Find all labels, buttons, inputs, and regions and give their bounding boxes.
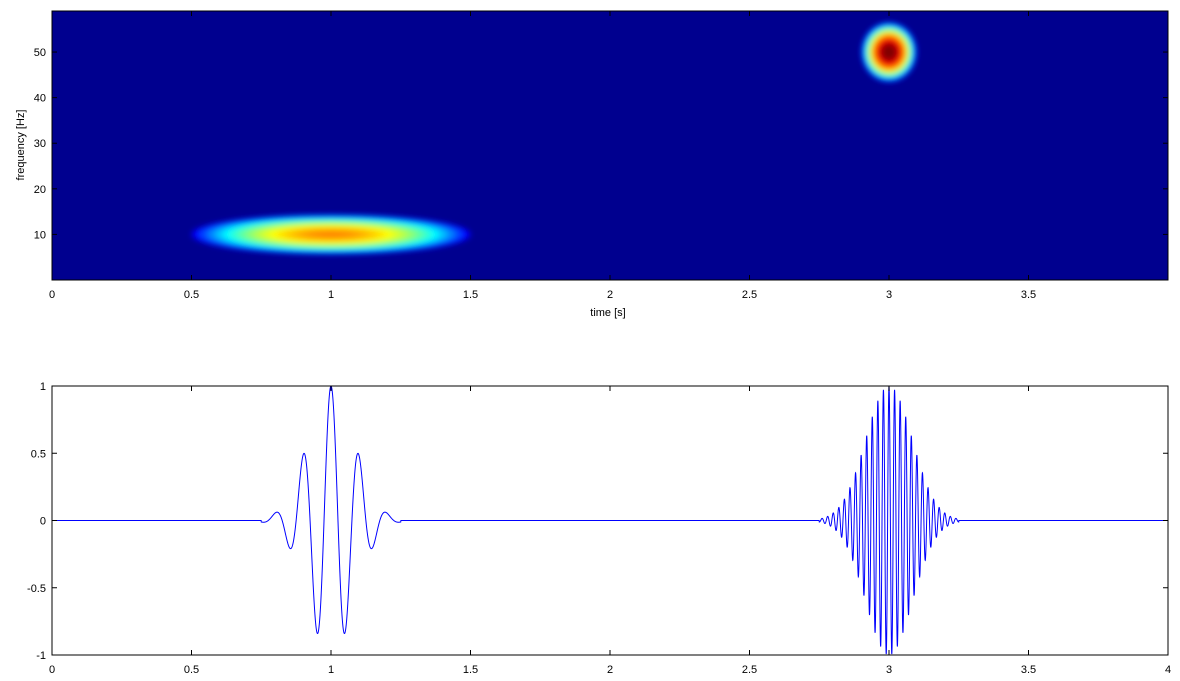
- waveform-y-tick-label: 1: [40, 381, 46, 393]
- waveform-x-tick-label: 3.5: [1021, 664, 1036, 676]
- spectrogram-y-tick-label: 10: [34, 229, 46, 241]
- spectrogram-y-ticks: 10 20 30 40 50: [34, 47, 1168, 241]
- spectrogram-x-tick-label: 3: [886, 289, 892, 301]
- spectrogram-blob-level: [323, 233, 339, 236]
- spectrogram-y-tick-label: 30: [34, 138, 46, 150]
- spectrogram-blob-level: [887, 50, 891, 54]
- spectrogram-x-tick-label: 2: [607, 289, 613, 301]
- waveform-x-tick-label: 4: [1165, 664, 1171, 676]
- spectrogram-y-tick-label: 20: [34, 184, 46, 196]
- spectrogram-x-tick-label: 3.5: [1021, 289, 1036, 301]
- spectrogram-blobs: [191, 21, 917, 255]
- spectrogram-blob: [861, 21, 917, 83]
- spectrogram-y-axis-label: frequency [Hz]: [15, 110, 27, 181]
- waveform-y-tick-label: 0.5: [31, 448, 46, 460]
- waveform-x-ticks: 0 0.5 1 1.5 2 2.5 3 3.5 4: [49, 386, 1171, 676]
- spectrogram-panel: 0 0.5 1 1.5 2 2.5 3 3.5 10 20 30 40 50 time [s] fre…: [15, 10, 1169, 319]
- spectrogram-x-ticks: 0 0.5 1 1.5 2 2.5 3 3.5: [49, 11, 1036, 301]
- spectrogram-x-tick-label: 0: [49, 289, 55, 301]
- waveform-y-ticks: -1 -0.5 0 0.5 1: [27, 381, 1168, 662]
- spectrogram-blob: [191, 214, 471, 255]
- spectrogram-x-tick-label: 2.5: [742, 289, 757, 301]
- waveform-x-tick-label: 3: [886, 664, 892, 676]
- waveform-x-tick-label: 1.5: [463, 664, 478, 676]
- spectrogram-x-tick-label: 1.5: [463, 289, 478, 301]
- waveform-y-tick-label: -1: [36, 650, 46, 662]
- spectrogram-x-axis-label: time [s]: [590, 307, 625, 319]
- spectrogram-y-tick-label: 40: [34, 93, 46, 105]
- waveform-x-tick-label: 2.5: [742, 664, 757, 676]
- waveform-x-tick-label: 0.5: [184, 664, 199, 676]
- waveform-panel: 0 0.5 1 1.5 2 2.5 3 3.5 4 -1 -0.5 0 0.5 1: [27, 381, 1171, 676]
- waveform-y-tick-label: 0: [40, 516, 46, 528]
- waveform-x-tick-label: 1: [328, 664, 334, 676]
- spectrogram-x-tick-label: 0.5: [184, 289, 199, 301]
- spectrogram-y-tick-label: 50: [34, 47, 46, 59]
- waveform-x-tick-label: 0: [49, 664, 55, 676]
- waveform-x-tick-label: 2: [607, 664, 613, 676]
- waveform-line: [52, 386, 1168, 655]
- waveform-y-tick-label: -0.5: [27, 583, 46, 595]
- spectrogram-x-tick-label: 1: [328, 289, 334, 301]
